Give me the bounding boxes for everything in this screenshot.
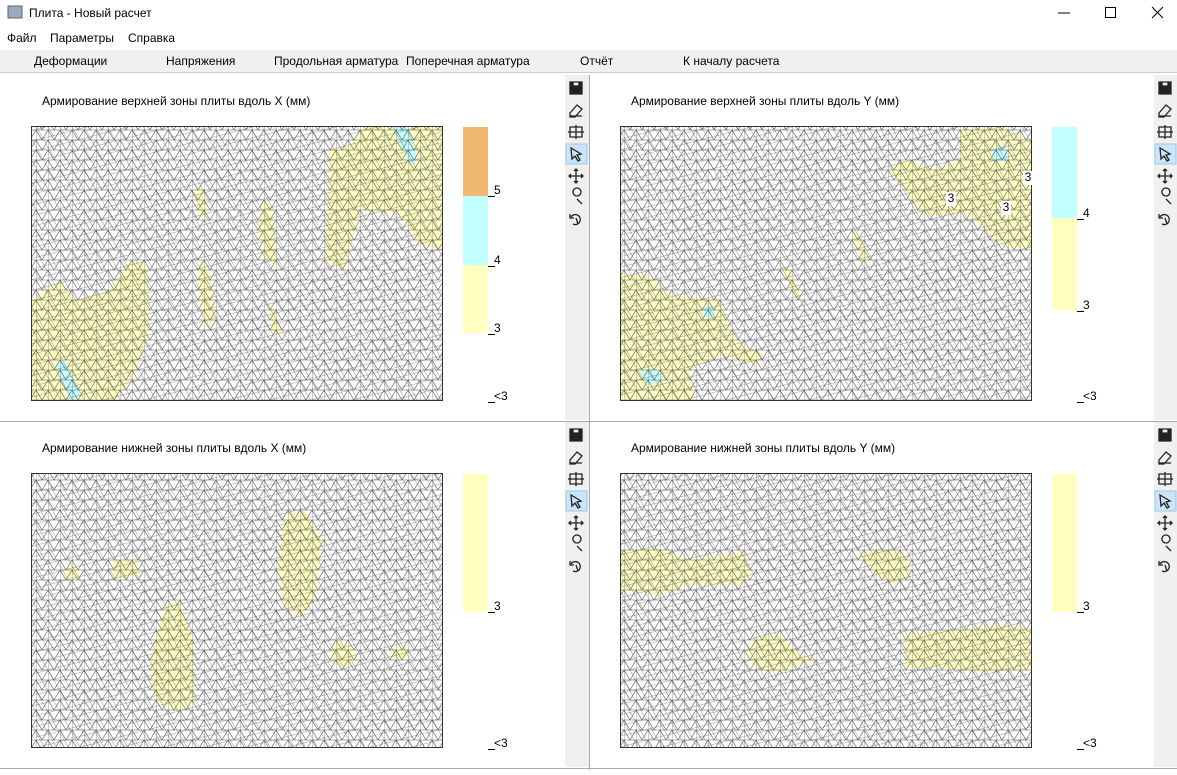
tool-grid[interactable] [568,125,584,139]
legend-swatch [463,265,488,333]
tool-eraser[interactable] [1158,104,1172,118]
maximize-button[interactable] [1105,7,1116,18]
legend-label: 3 [494,321,501,335]
legend-swatch [463,127,488,196]
legend-label: 3 [1083,599,1090,613]
tool-pointer[interactable] [1159,493,1172,509]
mesh-label: 3 [948,191,955,205]
mesh [31,126,443,401]
panel-title: Армирование верхней зоны плиты вдоль X (… [42,94,310,108]
tool-move[interactable] [1157,168,1173,184]
menu-item[interactable]: Файл [7,31,37,45]
tab[interactable]: Напряжения [166,54,235,68]
tool-save[interactable] [1158,81,1172,95]
tab-bar [0,50,1177,72]
menu-item[interactable]: Параметры [50,31,114,45]
tool-highlight [565,490,588,512]
legend-label: 3 [494,599,501,613]
mesh-border [620,473,1032,748]
legend-label: <3 [494,736,508,750]
tool-move[interactable] [568,515,584,531]
tool-pointer[interactable] [1159,146,1172,162]
panel-title: Армирование нижней зоны плиты вдоль Y (м… [631,441,895,455]
tool-eraser[interactable] [1158,451,1172,465]
legend-swatch [1052,474,1077,612]
panel-title: Армирование верхней зоны плиты вдоль Y (… [631,94,899,108]
menu-item[interactable]: Справка [128,31,175,45]
mesh-label-bg [1001,201,1011,215]
legend-label: 4 [494,253,501,267]
tab[interactable]: Продольная арматура [274,54,399,68]
legend-label: 3 [1083,298,1090,312]
panel-title: Армирование нижней зоны плиты вдоль X (м… [42,441,306,455]
legend-label: 5 [494,183,501,197]
tool-grid[interactable] [1157,125,1173,139]
legend-label: <3 [1083,389,1097,403]
tool-grid[interactable] [568,472,584,486]
mesh-label: 3 [1003,200,1010,214]
tab[interactable]: Отчёт [580,54,614,68]
tool-pointer[interactable] [570,493,583,509]
legend-label: 4 [1083,206,1090,220]
tool-highlight [1154,143,1177,165]
tool-zoom[interactable] [1161,187,1172,205]
legend-label: <3 [494,389,508,403]
tool-rotate[interactable] [1158,560,1170,573]
mesh-border [620,126,1032,401]
tab[interactable]: К началу расчета [683,54,780,68]
close-button[interactable] [1151,6,1164,19]
mesh [620,473,1032,748]
tab[interactable]: Деформации [34,54,107,68]
mesh-label-bg [946,192,956,206]
mesh-label: 3 [1025,170,1032,184]
tool-zoom[interactable] [572,534,583,552]
legend-swatch [1052,127,1077,218]
tool-pointer[interactable] [570,146,583,162]
window-title: Плита - Новый расчет [29,6,152,20]
legend-swatch [1052,218,1077,310]
tool-save[interactable] [569,81,583,95]
legend-swatch [463,474,488,612]
tool-highlight [1154,490,1177,512]
mesh-border [31,473,443,748]
mesh-border [31,126,443,401]
mesh [31,473,443,748]
tool-eraser[interactable] [569,451,583,465]
mesh [620,126,1032,401]
tool-highlight [565,143,588,165]
tool-save[interactable] [1158,428,1172,442]
app-icon [7,5,23,19]
tool-save[interactable] [569,428,583,442]
tool-rotate[interactable] [569,213,581,226]
tool-zoom[interactable] [572,187,583,205]
tool-rotate[interactable] [569,560,581,573]
tool-rotate[interactable] [1158,213,1170,226]
tool-move[interactable] [568,168,584,184]
tool-move[interactable] [1157,515,1173,531]
tool-eraser[interactable] [569,104,583,118]
mesh-label-bg [1023,171,1033,185]
tool-grid[interactable] [1157,472,1173,486]
tab[interactable]: Поперечная арматура [406,54,530,68]
legend-label: <3 [1083,736,1097,750]
tool-zoom[interactable] [1161,534,1172,552]
legend-swatch [463,196,488,265]
